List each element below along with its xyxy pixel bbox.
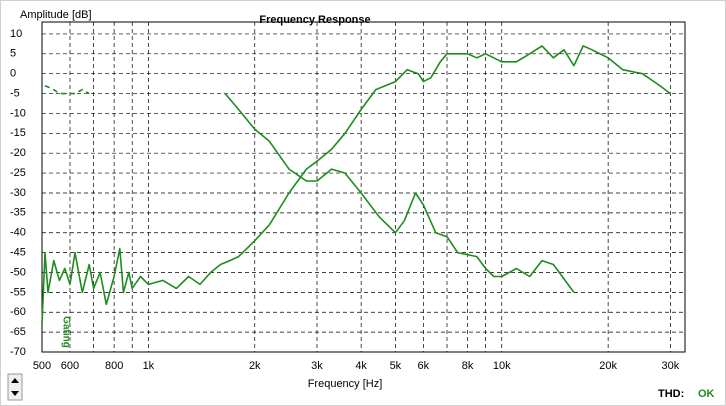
y-tick-label: -5 xyxy=(10,87,20,99)
x-tick-label: 800 xyxy=(105,360,123,372)
y-tick-label: 5 xyxy=(10,48,16,60)
x-tick-label: 10k xyxy=(493,360,511,372)
y-tick-label: 0 xyxy=(10,68,16,80)
chart-title: Frequency Response xyxy=(259,14,370,26)
plot-border xyxy=(41,21,686,353)
x-tick-label: 2k xyxy=(249,360,261,372)
x-tick-label: 20k xyxy=(599,360,617,372)
y-tick-label: -55 xyxy=(10,286,26,298)
status-value: OK xyxy=(698,388,715,400)
x-tick-label: 4k xyxy=(355,360,367,372)
y-tick-label: -30 xyxy=(10,187,26,199)
y-tick-label: -10 xyxy=(10,107,26,119)
y-tick-label: -50 xyxy=(10,266,26,278)
scroll-control[interactable] xyxy=(7,373,23,401)
x-tick-label: 500 xyxy=(33,360,51,372)
x-tick-label: 8k xyxy=(462,360,474,372)
y-tick-label: -65 xyxy=(10,326,26,338)
status-label: THD: xyxy=(658,388,684,400)
y-tick-label: 10 xyxy=(10,28,22,40)
x-tick-label: 6k xyxy=(418,360,430,372)
response-line xyxy=(41,45,671,325)
x-tick-label: 30k xyxy=(661,360,679,372)
y-tick-label: -70 xyxy=(10,346,26,358)
y-tick-label: -35 xyxy=(10,207,26,219)
scroll-arrows[interactable] xyxy=(11,378,19,396)
y-tick-label: -15 xyxy=(10,127,26,139)
annotation: Gating xyxy=(60,316,71,348)
x-tick-label: 600 xyxy=(61,360,79,372)
y-tick-label: -20 xyxy=(10,147,26,159)
y-tick-label: -60 xyxy=(10,306,26,318)
x-tick-label: 1k xyxy=(143,360,155,372)
y-tick-label: -25 xyxy=(10,167,26,179)
response-line xyxy=(224,93,575,293)
y-axis-label: Amplitude [dB] xyxy=(20,9,92,21)
y-tick-label: -40 xyxy=(10,227,26,239)
x-tick-label: 3k xyxy=(311,360,323,372)
x-tick-label: 5k xyxy=(390,360,402,372)
y-tick-label: -45 xyxy=(10,247,26,259)
x-axis-label: Frequency [Hz] xyxy=(308,378,383,390)
